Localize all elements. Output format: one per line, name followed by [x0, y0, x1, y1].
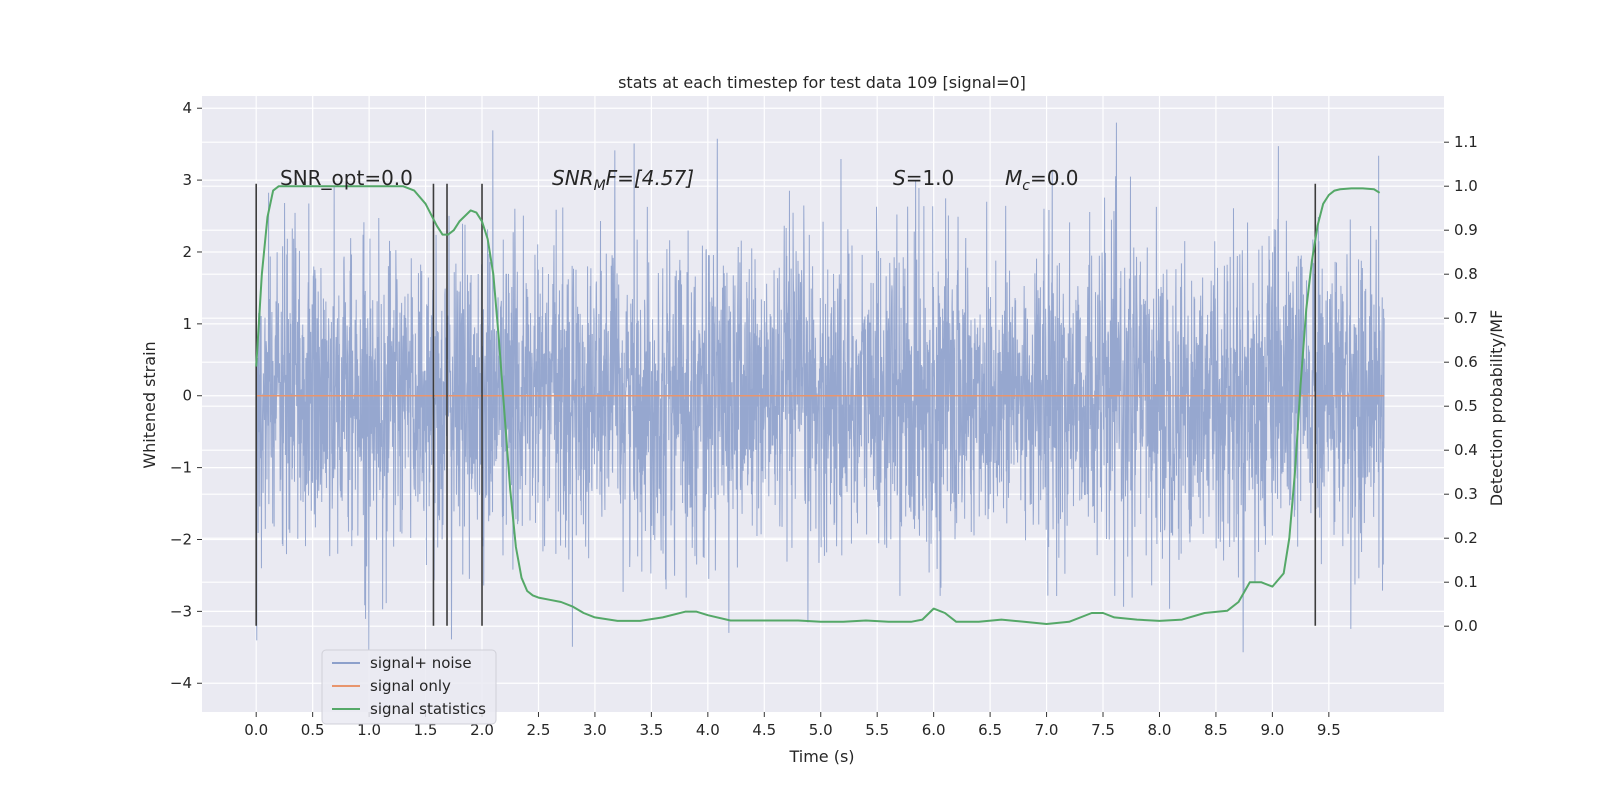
y-tick-label: 3 [182, 171, 192, 189]
y-right-tick-label: 0.3 [1454, 485, 1478, 503]
annotation-snr-mf: SNRMF=[4.57] [552, 166, 694, 194]
y-right-tick-label: 0.7 [1454, 309, 1478, 327]
marker-lines [255, 183, 1317, 626]
legend-label-noise: signal+ noise [370, 654, 472, 672]
x-tick-label: 7.0 [1035, 721, 1059, 739]
y-tick-label: 0 [182, 387, 192, 405]
x-tick-label: 8.0 [1148, 721, 1172, 739]
y-right-tick-label: 0.4 [1454, 441, 1478, 459]
y-tick-label: −2 [170, 530, 192, 548]
annotation-snr-opt: SNR_opt=0.0 [280, 166, 413, 190]
x-tick-label: 5.0 [809, 721, 833, 739]
x-tick-label: 2.0 [470, 721, 494, 739]
x-tick-label: 1.0 [357, 721, 381, 739]
legend-label-stats: signal statistics [370, 700, 486, 718]
y-tick-label: 4 [182, 99, 192, 117]
y-right-tick-label: 0.8 [1454, 265, 1478, 283]
y-right-tick-label: 0.1 [1454, 573, 1478, 591]
x-tick-label: 6.0 [922, 721, 946, 739]
x-tick-label: 9.5 [1317, 721, 1341, 739]
x-tick-label: 5.5 [865, 721, 889, 739]
y-tick-label: 2 [182, 243, 192, 261]
y-tick-label: −4 [170, 674, 192, 692]
series-signal-statistics [255, 185, 1381, 625]
signal-statistics-line [255, 185, 1381, 625]
legend-box [321, 649, 497, 725]
y-tick-label: 1 [182, 315, 192, 333]
x-axis-ticks: 0.0 0.5 1.0 1.5 2.0 2.5 3.0 3.5 4.0 4.5 5.0 5.5 6.0 6… [244, 712, 1341, 739]
y-axis-right-title: Detection probability/MF [1487, 310, 1506, 507]
y-right-tick-label: 0.2 [1454, 529, 1478, 547]
x-tick-label: 0.0 [244, 721, 268, 739]
x-tick-label: 4.5 [752, 721, 776, 739]
annotation-s: S=1.0 [893, 166, 954, 190]
y-axis-title: Whitened strain [140, 341, 159, 468]
y-right-tick-label: 1.1 [1454, 133, 1478, 151]
x-tick-label: 4.0 [696, 721, 720, 739]
legend-label-signal: signal only [370, 677, 451, 695]
x-tick-label: 8.5 [1204, 721, 1228, 739]
y-right-tick-label: 0.9 [1454, 221, 1478, 239]
annotation-mc: Mc=0.0 [1005, 166, 1079, 194]
y-tick-label: −1 [170, 459, 192, 477]
x-tick-label: 0.5 [301, 721, 325, 739]
x-tick-label: 9.0 [1260, 721, 1284, 739]
y-axis-ticks: −4 −3 −2 −1 0 1 2 3 4 [170, 99, 202, 692]
x-axis-title: Time (s) [788, 747, 854, 766]
legend: signal+ noise signal only signal statist… [321, 649, 497, 725]
y-right-tick-label: 0.6 [1454, 353, 1478, 371]
x-tick-label: 3.0 [583, 721, 607, 739]
x-tick-label: 3.5 [639, 721, 663, 739]
x-tick-label: 6.5 [978, 721, 1002, 739]
x-tick-label: 2.5 [527, 721, 551, 739]
y-right-tick-label: 0.0 [1454, 617, 1478, 635]
y-tick-label: −3 [170, 602, 192, 620]
x-tick-label: 1.5 [414, 721, 438, 739]
x-tick-label: 7.5 [1091, 721, 1115, 739]
y-right-tick-label: 0.5 [1454, 397, 1478, 415]
y-axis-right-ticks: 0.0 0.1 0.2 0.3 0.4 0.5 0.6 0.7 0.8 0.9 1.0 1.1 [1444, 133, 1478, 635]
chart-title: stats at each timestep for test data 109… [618, 73, 1026, 92]
y-right-tick-label: 1.0 [1454, 177, 1478, 195]
